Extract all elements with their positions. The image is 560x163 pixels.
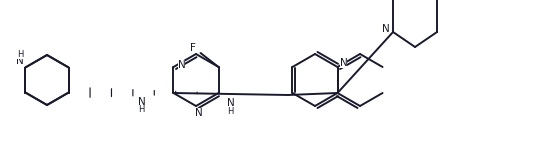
Text: N: N: [16, 57, 24, 67]
Text: N: N: [138, 97, 146, 107]
Text: N: N: [195, 108, 203, 118]
Text: N: N: [227, 98, 235, 108]
Text: H: H: [17, 50, 24, 59]
Text: N: N: [382, 24, 390, 34]
Text: H: H: [138, 105, 145, 114]
Text: F: F: [190, 43, 195, 53]
Text: N: N: [178, 60, 185, 70]
Text: H: H: [227, 106, 234, 116]
Text: N: N: [340, 58, 347, 68]
